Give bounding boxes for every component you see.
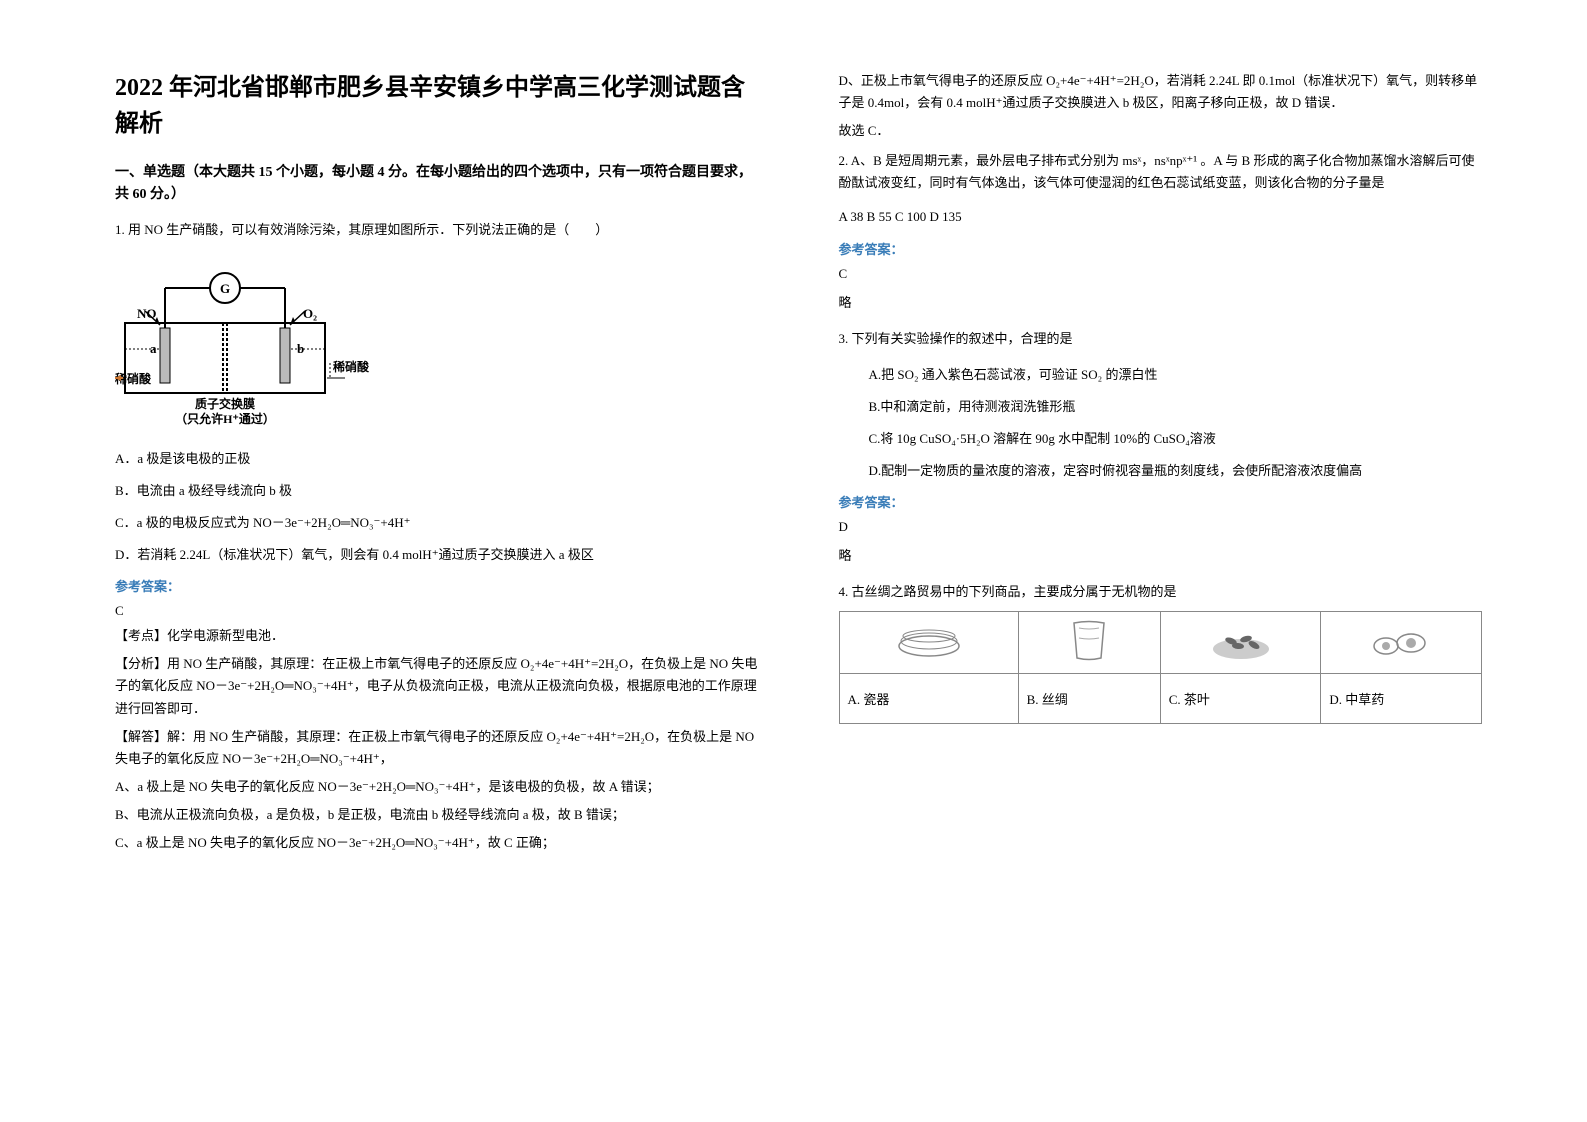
q3-brief: 略: [839, 545, 1483, 567]
q2-answer: C: [839, 266, 1483, 282]
q1-stem: 1. 用 NO 生产硝酸，可以有效消除污染，其原理如图所示．下列说法正确的是（ …: [115, 219, 759, 241]
q1-analysis-2: 【分析】用 NO 生产硝酸，其原理：在正极上市氧气得电子的还原反应 O₂+4e⁻…: [115, 653, 759, 719]
q4-cell-d: D. 中草药: [1321, 674, 1482, 724]
q3-option-c: C.将 10g CuSO₄·5H₂O 溶解在 90g 水中配制 10%的 CuS…: [869, 428, 1483, 450]
q1-analysis-4: A、a 极上是 NO 失电子的氧化反应 NO－3e⁻+2H₂O═NO₃⁻+4H⁺…: [115, 776, 759, 798]
diagram-o2-label: O₂: [303, 306, 317, 321]
q4-cell-b: B. 丝绸: [1018, 674, 1160, 724]
q2-answer-label: 参考答案：: [839, 239, 1483, 258]
q3-option-d: D.配制一定物质的量浓度的溶液，定容时俯视容量瓶的刻度线，会使所配溶液浓度偏高: [869, 460, 1483, 482]
q3-option-b: B.中和滴定前，用待测液润洗锥形瓶: [869, 396, 1483, 418]
q1-option-d: D．若消耗 2.24L（标准状况下）氧气，则会有 0.4 molH⁺通过质子交换…: [115, 544, 759, 566]
q2-options: A 38 B 55 C 100 D 135: [839, 206, 1483, 228]
q3-stem: 3. 下列有关实验操作的叙述中，合理的是: [839, 328, 1483, 350]
q3-option-a: A.把 SO₂ 通入紫色石蕊试液，可验证 SO₂ 的漂白性: [869, 364, 1483, 386]
q1-analysis-7: D、正极上市氧气得电子的还原反应 O₂+4e⁻+4H⁺=2H₂O，若消耗 2.2…: [839, 70, 1483, 114]
q4-img-b: [1018, 612, 1160, 674]
q1-analysis-3: 【解答】解：用 NO 生产硝酸，其原理：在正极上市氧气得电子的还原反应 O₂+4…: [115, 726, 759, 770]
q1-answer: C: [115, 603, 759, 619]
page-title: 2022 年河北省邯郸市肥乡县辛安镇乡中学高三化学测试题含解析: [115, 70, 759, 142]
q1-option-a: A．a 极是该电极的正极: [115, 448, 759, 470]
q4-image-row: [839, 612, 1482, 674]
left-column: 2022 年河北省邯郸市肥乡县辛安镇乡中学高三化学测试题含解析 一、单选题（本大…: [100, 70, 799, 1082]
q4-img-d: [1321, 612, 1482, 674]
q4-img-a: [839, 612, 1018, 674]
q1-analysis-8: 故选 C．: [839, 120, 1483, 142]
diagram-right-acid: 稀硝酸: [333, 359, 370, 374]
q1-option-b: B．电流由 a 极经导线流向 b 极: [115, 480, 759, 502]
q1-analysis-6: C、a 极上是 NO 失电子的氧化反应 NO－3e⁻+2H₂O═NO₃⁻+4H⁺…: [115, 832, 759, 854]
q1-diagram: G NO O₂ a b 稀硝酸 稀硝酸 质子交换膜 （只允许H⁺通过）: [115, 253, 759, 433]
q4-label-row: A. 瓷器 B. 丝绸 C. 茶叶 D. 中草药: [839, 674, 1482, 724]
q1-option-c: C．a 极的电极反应式为 NO－3e⁻+2H₂O═NO₃⁻+4H⁺: [115, 512, 759, 534]
q4-cell-a: A. 瓷器: [839, 674, 1018, 724]
q4-img-c: [1160, 612, 1321, 674]
q1-analysis-1: 【考点】化学电源新型电池．: [115, 625, 759, 647]
diagram-g-label: G: [220, 281, 230, 296]
q4-cell-c: C. 茶叶: [1160, 674, 1321, 724]
q1-analysis-5: B、电流从正极流向负极，a 是负极，b 是正极，电流由 b 极经导线流向 a 极…: [115, 804, 759, 826]
q2-brief: 略: [839, 292, 1483, 314]
section-heading: 一、单选题（本大题共 15 个小题，每小题 4 分。在每小题给出的四个选项中，只…: [115, 162, 759, 207]
q3-answer: D: [839, 519, 1483, 535]
q3-answer-label: 参考答案：: [839, 492, 1483, 511]
q1-answer-label: 参考答案：: [115, 576, 759, 595]
q4-table: A. 瓷器 B. 丝绸 C. 茶叶 D. 中草药: [839, 611, 1483, 724]
diagram-membrane-label2: （只允许H⁺通过）: [175, 411, 275, 426]
diagram-membrane-label: 质子交换膜: [195, 396, 255, 411]
q2-stem: 2. A、B 是短周期元素，最外层电子排布式分别为 msˣ，nsˣnpˣ⁺¹ 。…: [839, 150, 1483, 194]
right-column: D、正极上市氧气得电子的还原反应 O₂+4e⁻+4H⁺=2H₂O，若消耗 2.2…: [799, 70, 1498, 1082]
q4-stem: 4. 古丝绸之路贸易中的下列商品，主要成分属于无机物的是: [839, 581, 1483, 603]
